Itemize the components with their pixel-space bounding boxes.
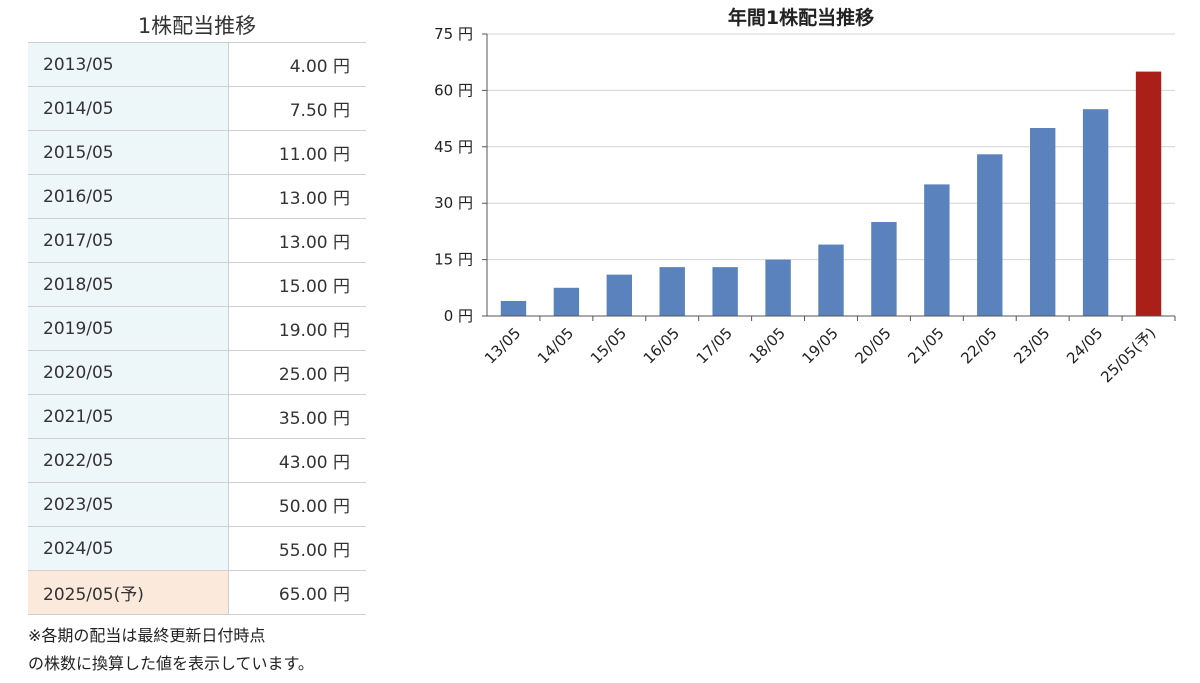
y-axis-ticks: 0 円 15 円 30 円 45 円 60 円 75 円 xyxy=(434,25,487,325)
footnote-line: の株数に換算した値を表示しています。 xyxy=(28,654,314,673)
dividend-cell: 35.00 円 xyxy=(228,394,366,439)
bar xyxy=(924,184,950,316)
dividend-cell: 19.00 円 xyxy=(228,306,366,351)
x-tick-label: 13/05 xyxy=(481,324,524,367)
bar xyxy=(1082,109,1109,316)
dividend-cell: 11.00 円 xyxy=(228,130,366,175)
bar xyxy=(659,267,685,316)
table-row: 2019/05 19.00 円 xyxy=(28,306,366,351)
period-cell: 2018/05 xyxy=(28,262,229,307)
bar xyxy=(871,222,897,316)
chart-bars xyxy=(500,71,1176,321)
x-axis-labels: 13/05 14/05 15/05 16/05 17/05 18/05 19/05 20/05… xyxy=(481,324,1159,386)
bar xyxy=(500,300,527,316)
chart-gridlines xyxy=(487,33,1175,261)
table-row: 2021/05 35.00 円 xyxy=(28,394,366,439)
period-cell: 2015/05 xyxy=(28,130,229,175)
y-tick-label: 0 円 xyxy=(444,307,473,325)
period-cell: 2023/05 xyxy=(28,482,229,527)
table-row: 2020/05 25.00 円 xyxy=(28,350,366,395)
period-cell: 2013/05 xyxy=(28,42,229,87)
dividend-cell: 43.00 円 xyxy=(228,438,366,483)
bar xyxy=(553,287,580,316)
dividend-cell: 13.00 円 xyxy=(228,174,366,219)
y-tick-label: 15 円 xyxy=(434,251,473,269)
bar xyxy=(765,259,791,316)
table-row: 2015/05 11.00 円 xyxy=(28,130,366,175)
bar xyxy=(818,244,844,316)
period-cell: 2017/05 xyxy=(28,218,229,263)
dividend-cell: 25.00 円 xyxy=(228,350,366,395)
x-tick-label: 22/05 xyxy=(957,324,1000,367)
x-tick-label: 20/05 xyxy=(851,324,894,367)
x-tick-label: 19/05 xyxy=(799,324,842,367)
x-tick-label: 15/05 xyxy=(587,324,630,367)
x-tick-label: 18/05 xyxy=(746,324,789,367)
table-row: 2017/05 13.00 円 xyxy=(28,218,366,263)
y-tick-label: 30 円 xyxy=(434,194,473,212)
bar xyxy=(606,274,633,316)
chart-title: 年間1株配当推移 xyxy=(728,6,874,29)
period-cell: 2020/05 xyxy=(28,350,229,395)
period-cell: 2021/05 xyxy=(28,394,229,439)
bar-forecast xyxy=(1135,71,1162,316)
table-title: 1株配当推移 xyxy=(137,14,257,38)
x-tick-label: 17/05 xyxy=(693,324,736,367)
footnote-line: ※各期の配当は最終更新日付時点 xyxy=(28,626,266,645)
y-tick-label: 75 円 xyxy=(434,25,473,43)
period-cell: 2025/05(予) xyxy=(28,570,229,615)
footnote: ※各期の配当は最終更新日付時点 の株数に換算した値を表示しています。 xyxy=(28,622,314,678)
dividend-cell: 65.00 円 xyxy=(228,570,366,615)
period-cell: 2022/05 xyxy=(28,438,229,483)
bar xyxy=(977,154,1003,316)
table-row: 2024/05 55.00 円 xyxy=(28,526,366,571)
bar xyxy=(712,267,738,316)
x-tick-label: 24/05 xyxy=(1063,324,1106,367)
period-cell: 2024/05 xyxy=(28,526,229,571)
table-row-forecast: 2025/05(予) 65.00 円 xyxy=(28,570,366,615)
x-tick-label: 25/05(予) xyxy=(1097,324,1159,386)
table-row: 2023/05 50.00 円 xyxy=(28,482,366,527)
dividend-cell: 13.00 円 xyxy=(228,218,366,263)
table-row: 2018/05 15.00 円 xyxy=(28,262,366,307)
dividend-cell: 55.00 円 xyxy=(228,526,366,571)
period-cell: 2016/05 xyxy=(28,174,229,219)
dividend-cell: 7.50 円 xyxy=(228,86,366,131)
x-tick-label: 23/05 xyxy=(1010,324,1053,367)
dividend-cell: 50.00 円 xyxy=(228,482,366,527)
table-row: 2022/05 43.00 円 xyxy=(28,438,366,483)
period-cell: 2019/05 xyxy=(28,306,229,351)
period-cell: 2014/05 xyxy=(28,86,229,131)
x-tick-label: 21/05 xyxy=(904,324,947,367)
table-row: 2014/05 7.50 円 xyxy=(28,86,366,131)
bar xyxy=(1029,128,1056,316)
x-tick-label: 16/05 xyxy=(640,324,683,367)
dividend-cell: 4.00 円 xyxy=(228,42,366,87)
dividend-cell: 15.00 円 xyxy=(228,262,366,307)
y-tick-label: 45 円 xyxy=(434,138,473,156)
table-row: 2016/05 13.00 円 xyxy=(28,174,366,219)
dividend-table: 2013/05 4.00 円 2014/05 7.50 円 2015/05 11.00… xyxy=(28,42,366,615)
y-tick-label: 60 円 xyxy=(434,81,473,99)
table-row: 2013/05 4.00 円 xyxy=(28,42,366,87)
x-tick-label: 14/05 xyxy=(534,324,577,367)
